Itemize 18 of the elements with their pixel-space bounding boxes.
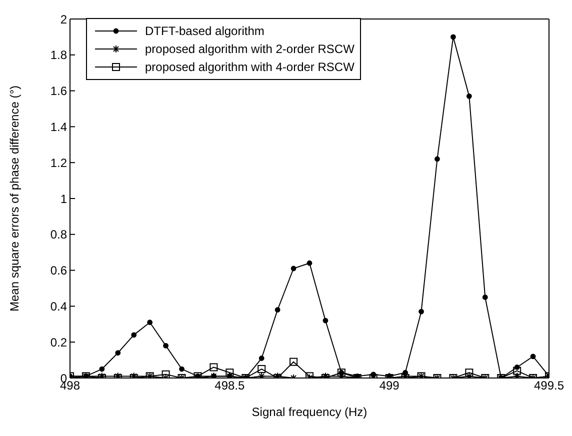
- y-tick-label: 1.6: [50, 84, 68, 98]
- x-tick-label: 498.5: [214, 378, 246, 393]
- y-tick-label: 0.8: [50, 228, 68, 242]
- y-axis-title: Mean square errors of phase difference (°): [7, 85, 22, 312]
- y-tick-label: 0.2: [50, 335, 68, 350]
- legend-label: DTFT-based algorithm: [145, 24, 264, 38]
- y-tick-label: 1.4: [50, 120, 68, 134]
- x-tick-label: 499: [379, 378, 400, 393]
- legend-label: proposed algorithm with 2-order RSCW: [145, 42, 354, 56]
- y-tick-label: 0.6: [50, 264, 68, 278]
- y-tick-label: 1.2: [50, 156, 68, 170]
- x-axis-title: Signal frequency (Hz): [252, 405, 368, 419]
- x-tick-label: 499.5: [534, 378, 564, 393]
- y-tick-label: 1.8: [50, 48, 68, 62]
- y-tick-label: 0.4: [50, 299, 68, 314]
- legend-label: proposed algorithm with 4-order RSCW: [145, 60, 354, 74]
- y-tick-label: 1: [60, 192, 68, 206]
- y-tick-label: 2: [60, 12, 68, 26]
